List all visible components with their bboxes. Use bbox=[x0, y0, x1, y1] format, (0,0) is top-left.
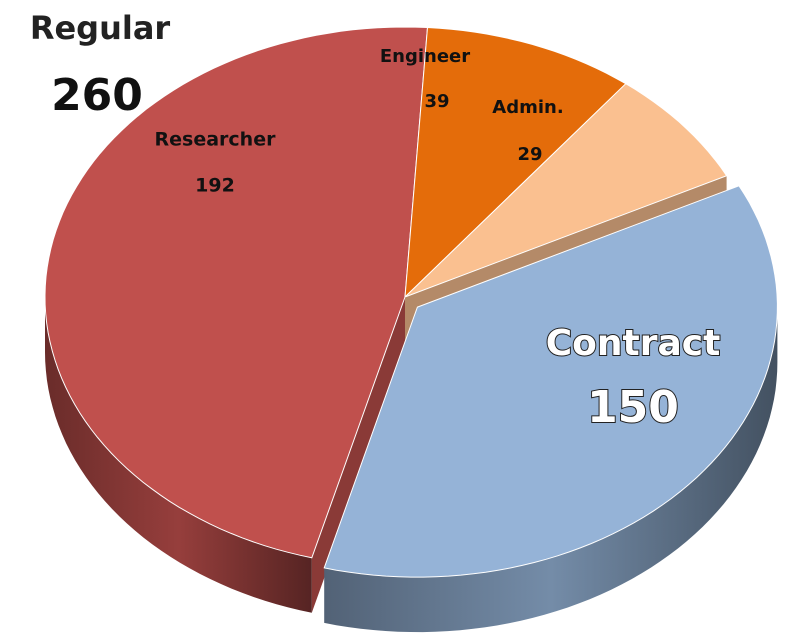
slice-label: Contract bbox=[546, 323, 721, 364]
slice bbox=[44, 26, 429, 559]
slice-value: 29 bbox=[517, 144, 542, 165]
slice-label: Researcher bbox=[155, 129, 277, 151]
slice-label: Admin. bbox=[492, 97, 563, 118]
slice-value: 150 bbox=[587, 382, 679, 433]
slice-side bbox=[45, 297, 312, 613]
slice-label: Engineer bbox=[380, 46, 470, 67]
slice bbox=[323, 185, 778, 578]
slice-wall bbox=[311, 297, 405, 613]
slice bbox=[404, 26, 627, 299]
slice-value: 192 bbox=[195, 175, 235, 197]
slice-side bbox=[324, 307, 778, 633]
group-label: Regular bbox=[30, 9, 171, 47]
slice-value: 39 bbox=[424, 91, 449, 112]
slice bbox=[404, 83, 728, 298]
group-value: 260 bbox=[51, 70, 143, 121]
